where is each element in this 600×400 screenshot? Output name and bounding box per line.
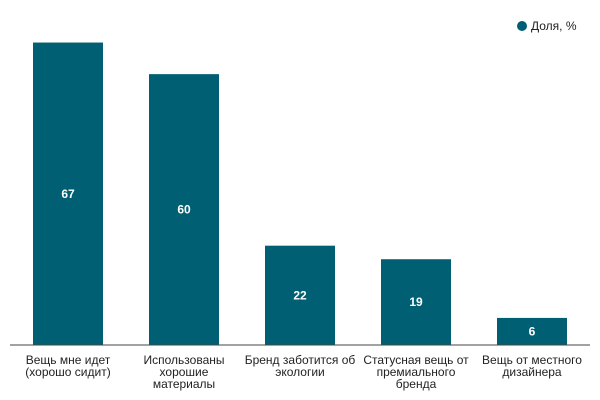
bar-5 [497, 317, 567, 345]
category-label-2: Использованы хорошие материалы [144, 353, 225, 391]
category-label-4: Статусная вещь от премиального бренда [363, 353, 469, 391]
category-label-5: Вещь от местного дизайнера [482, 353, 582, 379]
bar-4 [381, 259, 451, 345]
data-label-2: 60 [177, 203, 191, 217]
data-labels: 67 60 22 19 6 [61, 187, 535, 339]
category-label-3: Бренд заботится об экологии [245, 353, 356, 379]
bar-1 [33, 42, 103, 346]
bar-3 [265, 245, 335, 345]
data-label-5: 6 [529, 324, 536, 338]
legend: Доля, % [517, 19, 577, 33]
data-label-4: 19 [409, 295, 423, 309]
bar-2 [149, 74, 219, 346]
category-label-1: Вещь мне идет (хорошо сидит) [25, 353, 110, 379]
category-labels: Вещь мне идет (хорошо сидит) Использованы х… [25, 353, 582, 391]
legend-label: Доля, % [531, 19, 577, 33]
legend-marker [517, 21, 527, 31]
data-label-1: 67 [61, 187, 75, 201]
data-label-3: 22 [293, 288, 307, 302]
bars [33, 42, 567, 346]
